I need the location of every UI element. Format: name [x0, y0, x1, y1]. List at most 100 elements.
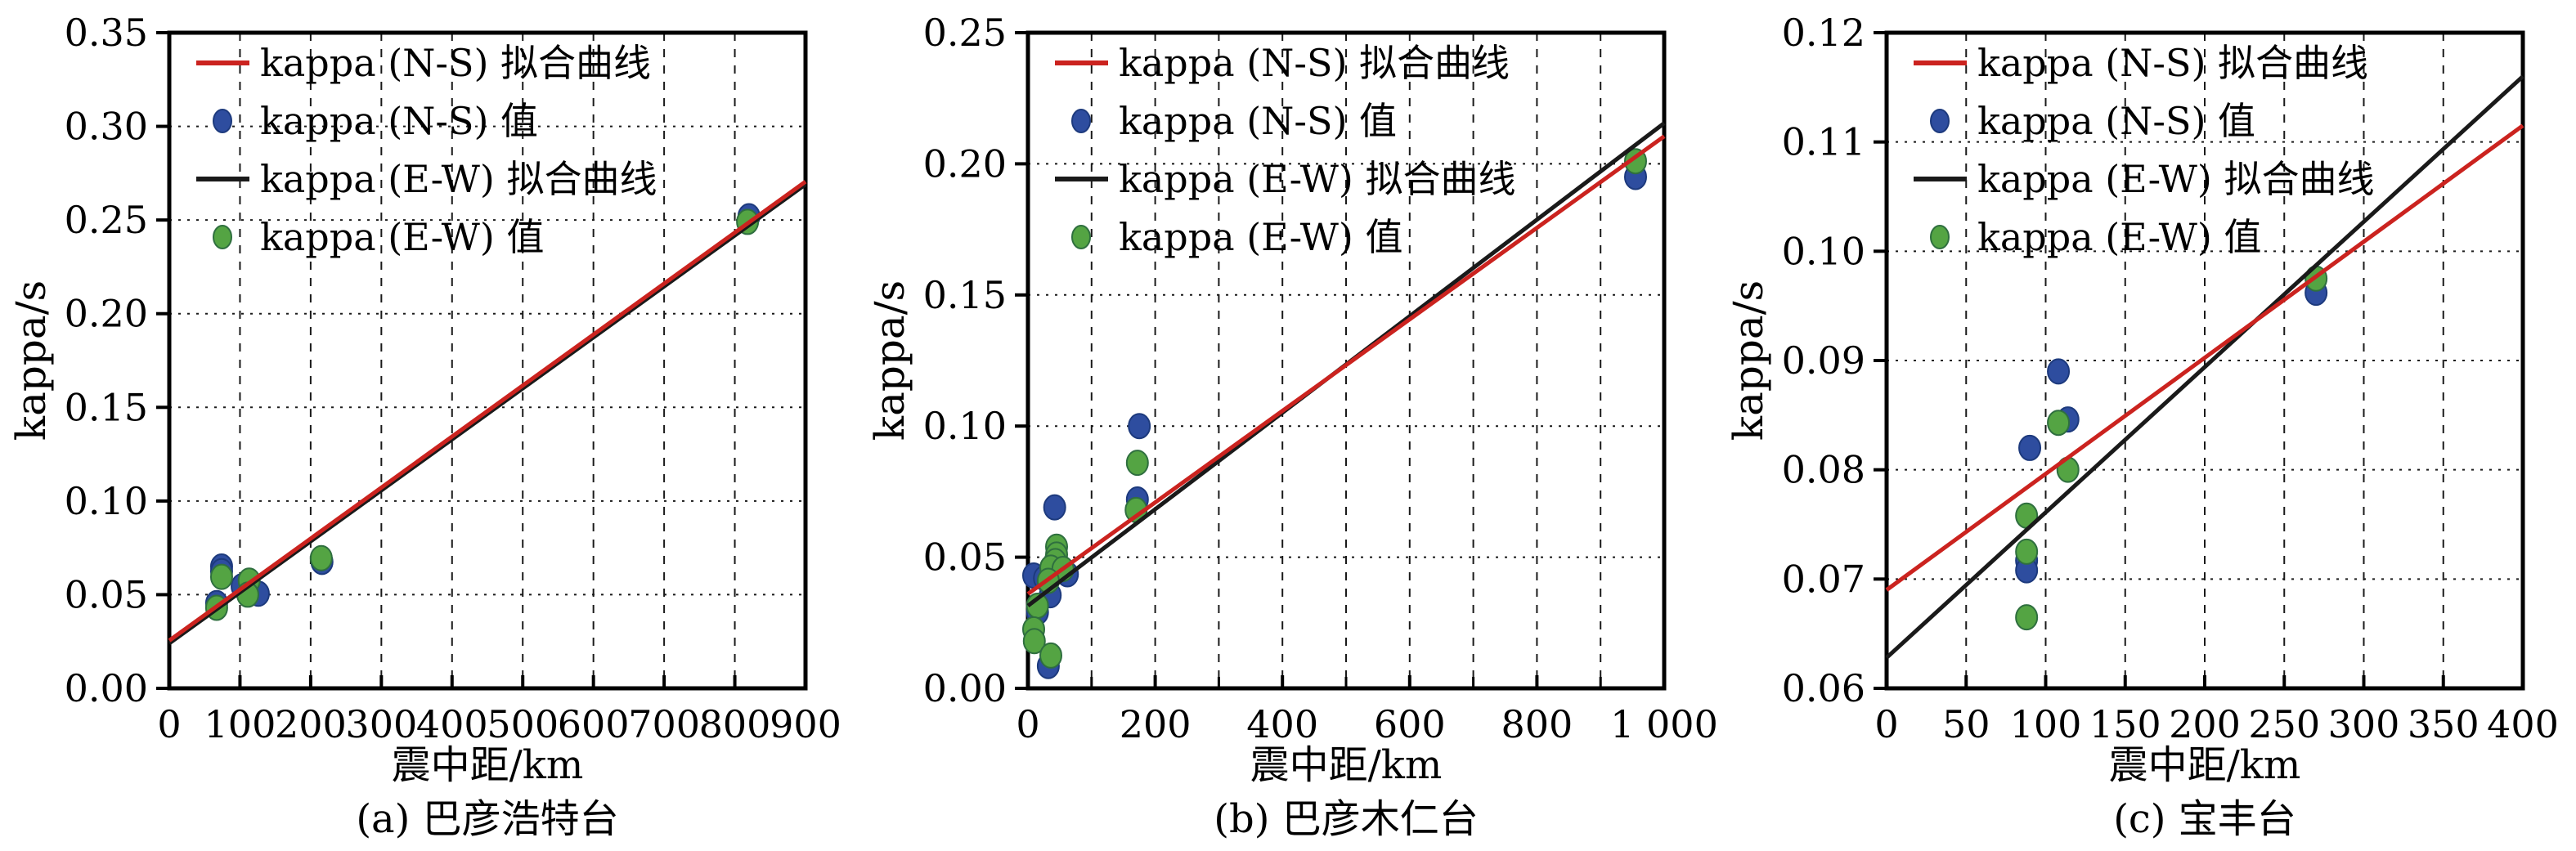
y-tick-label: 0.11: [1782, 120, 1865, 164]
legend-marker-sample: [1071, 225, 1091, 249]
legend-label: kappa (N-S) 拟合曲线: [1119, 41, 1510, 85]
x-axis-title: 震中距/km: [2109, 742, 2301, 788]
x-tick-label: 300: [2328, 702, 2400, 746]
y-tick-label: 0.06: [1782, 666, 1865, 710]
y-tick-label: 0.25: [923, 11, 1007, 55]
plot-frame: [167, 30, 808, 691]
y-tick-label: 0.05: [65, 572, 148, 616]
x-tick-label: 1 000: [1610, 702, 1717, 746]
y-tick-label: 0.20: [65, 292, 148, 336]
data-point: [1125, 450, 1149, 477]
data-point: [2018, 434, 2042, 461]
legend-label: kappa (N-S) 值: [260, 99, 538, 143]
ns-fit-line: [168, 180, 807, 643]
x-tick-label: 900: [770, 702, 841, 746]
x-tick-label: 600: [558, 702, 630, 746]
y-tick-label: 0.07: [1782, 557, 1865, 601]
x-tick-label: 100: [204, 702, 276, 746]
legend-label: kappa (N-S) 值: [1119, 99, 1397, 143]
data-point: [2015, 604, 2039, 631]
x-tick-label: 400: [416, 702, 488, 746]
y-tick-label: 0.15: [65, 385, 148, 429]
x-tick-label: 400: [1246, 702, 1318, 746]
y-tick-label: 0.25: [65, 198, 148, 242]
legend-label: kappa (E-W) 拟合曲线: [260, 157, 657, 201]
y-tick-label: 0.10: [1782, 229, 1865, 273]
x-tick-label: 100: [2010, 702, 2082, 746]
panel-background: [1717, 0, 2576, 851]
legend-label: kappa (E-W) 值: [1977, 215, 2262, 259]
y-tick-label: 0.09: [1782, 338, 1865, 383]
y-axis-title: kappa/s: [1725, 280, 1772, 441]
ns-fit-line: [1026, 134, 1666, 596]
ew-fit-line: [168, 182, 807, 646]
legend-marker-sample: [1071, 109, 1091, 133]
x-tick-label: 350: [2408, 702, 2480, 746]
y-tick-label: 0.00: [923, 666, 1007, 710]
x-tick-label: 200: [1120, 702, 1192, 746]
y-tick-label: 0.05: [923, 535, 1007, 580]
legend-label: kappa (N-S) 值: [1977, 99, 2255, 143]
data-point: [2015, 538, 2039, 565]
data-point: [2047, 410, 2071, 437]
data-point: [1039, 642, 1063, 669]
data-point: [209, 563, 233, 590]
legend-marker-sample: [213, 109, 232, 133]
x-tick-label: 0: [1016, 702, 1039, 746]
panel-b: 0.00 0.05 0.10 0.15 0.20 0.25 0 200 400 600 800 1 0…: [859, 0, 1717, 851]
x-axis-title: 震中距/km: [1250, 742, 1443, 788]
x-tick-label: 800: [1501, 702, 1573, 746]
legend-label: kappa (E-W) 拟合曲线: [1977, 157, 2375, 201]
legend-label: kappa (E-W) 值: [260, 215, 545, 259]
y-axis-title: kappa/s: [7, 280, 55, 441]
chart-a: 0.00 0.05 0.10 0.15 0.20 0.25 0.30 0.35 0 1002003…: [0, 0, 859, 851]
legend-marker-sample: [1930, 109, 1950, 133]
chart-c: 0.06 0.07 0.08 0.09 0.10 0.11 0.12 0 50 100 150 200…: [1717, 0, 2576, 851]
x-tick-label: 150: [2089, 702, 2161, 746]
y-tick-label: 0.20: [923, 141, 1007, 186]
x-tick-label: 200: [275, 702, 347, 746]
x-tick-label: 400: [2487, 702, 2559, 746]
chart-b: 0.00 0.05 0.10 0.15 0.20 0.25 0 200 400 600 800 1 0…: [859, 0, 1717, 851]
panel-background: [0, 0, 859, 851]
data-point: [1043, 494, 1066, 521]
x-tick-label: 0: [1874, 702, 1898, 746]
legend-label: kappa (E-W) 拟合曲线: [1119, 157, 1516, 201]
panel-a: 0.00 0.05 0.10 0.15 0.20 0.25 0.30 0.35 0 100 200 3…: [0, 0, 859, 851]
y-tick-label: 0.00: [65, 666, 148, 710]
x-tick-label: 200: [2169, 702, 2241, 746]
panel-c: 0.06 0.07 0.08 0.09 0.10 0.11 0.12 0 50 100 150 200…: [1717, 0, 2576, 851]
x-tick-label: 50: [1942, 702, 1990, 746]
ns-fit-line: [1885, 123, 2524, 592]
panel-caption: (a) 巴彦浩特台: [356, 796, 618, 842]
y-tick-label: 0.12: [1782, 11, 1865, 55]
ew-points: [1022, 148, 1647, 669]
x-tick-label: 500: [487, 702, 559, 746]
x-tick-label: 600: [1374, 702, 1446, 746]
x-tick-label: 250: [2248, 702, 2320, 746]
x-tick-label: 800: [699, 702, 771, 746]
legend-marker-sample: [213, 225, 232, 249]
y-tick-label: 0.08: [1782, 448, 1865, 492]
legend-label: kappa (N-S) 拟合曲线: [1977, 41, 2368, 85]
y-tick-label: 0.10: [923, 404, 1007, 448]
y-tick-label: 0.30: [65, 105, 148, 149]
legend-marker-sample: [1930, 225, 1950, 249]
y-tick-label: 0.10: [65, 479, 148, 523]
y-axis-title: kappa/s: [866, 280, 913, 441]
x-axis-title: 震中距/km: [392, 742, 584, 788]
data-point: [1022, 628, 1046, 655]
legend-label: kappa (N-S) 拟合曲线: [260, 41, 651, 85]
data-point: [1128, 413, 1151, 440]
panel-background: [859, 0, 1717, 851]
data-point: [2047, 358, 2071, 385]
x-tick-label: 0: [157, 702, 181, 746]
panel-caption: (c) 宝丰台: [2113, 796, 2296, 842]
legend-label: kappa (E-W) 值: [1119, 215, 1403, 259]
y-tick-label: 0.15: [923, 273, 1007, 317]
panel-caption: (b) 巴彦木仁台: [1214, 796, 1478, 842]
x-tick-label: 300: [345, 702, 417, 746]
x-tick-label: 700: [628, 702, 700, 746]
data-point: [309, 544, 333, 571]
